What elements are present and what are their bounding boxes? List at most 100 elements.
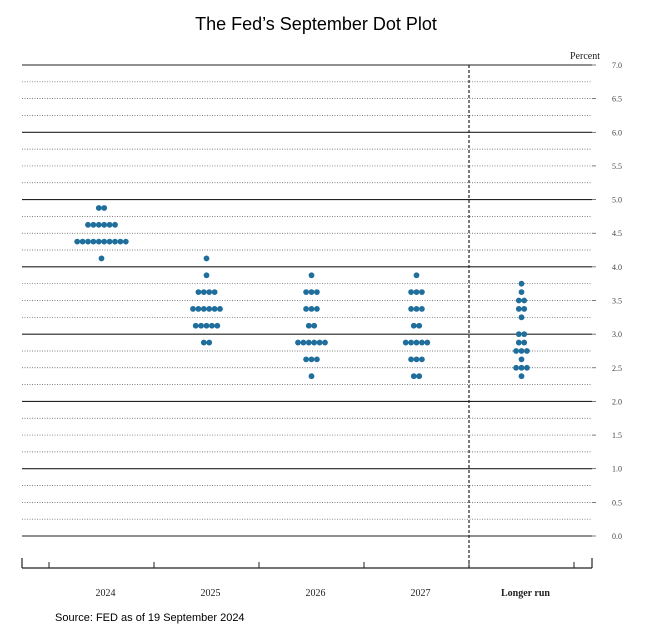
dot xyxy=(106,221,113,228)
dot xyxy=(316,339,323,346)
dot xyxy=(413,306,420,312)
y-tick-label: 3.0 xyxy=(612,330,622,339)
dot xyxy=(112,221,118,228)
dot xyxy=(413,289,420,295)
dot xyxy=(518,348,525,354)
y-tick-label: 0.0 xyxy=(612,532,622,541)
dot xyxy=(314,306,320,312)
dot xyxy=(314,289,320,295)
dot xyxy=(308,272,315,279)
dot xyxy=(303,306,309,312)
dot xyxy=(90,221,97,228)
dot xyxy=(314,356,320,363)
dot xyxy=(521,339,528,346)
chart-title: The Fed’s September Dot Plot xyxy=(195,14,437,34)
y-tick-label: 4.0 xyxy=(612,263,622,272)
dot xyxy=(209,322,215,329)
x-tick-label: 2024 xyxy=(96,588,116,599)
dot xyxy=(85,221,91,228)
y-tick-label: 1.5 xyxy=(612,431,622,440)
dot xyxy=(200,289,207,295)
dot xyxy=(117,238,124,245)
dot xyxy=(518,289,525,295)
dot xyxy=(295,339,301,346)
dot xyxy=(419,289,425,295)
dot xyxy=(195,306,202,312)
dot xyxy=(413,339,420,346)
dot xyxy=(112,238,118,245)
dot xyxy=(305,339,312,346)
dot xyxy=(521,306,528,312)
dot xyxy=(410,373,417,380)
dot xyxy=(518,280,525,287)
dot xyxy=(195,289,202,295)
dot xyxy=(206,289,213,295)
y-tick-label: 6.5 xyxy=(612,95,622,104)
y-tick-label: 7.0 xyxy=(612,61,622,70)
dot xyxy=(300,339,307,346)
dot xyxy=(408,356,414,363)
dot xyxy=(515,331,522,338)
y-tick-label: 6.0 xyxy=(612,128,622,137)
dot xyxy=(518,314,525,321)
dot xyxy=(513,364,519,371)
dot xyxy=(303,356,309,363)
dot xyxy=(416,373,423,380)
dot xyxy=(95,221,102,228)
dot xyxy=(308,306,315,312)
dot xyxy=(311,339,318,346)
y-tick-label: 4.5 xyxy=(612,229,622,238)
dot xyxy=(74,238,81,245)
dot xyxy=(85,238,91,245)
dot xyxy=(200,306,207,312)
dot xyxy=(95,238,102,245)
dot xyxy=(206,339,213,346)
dot xyxy=(518,356,525,363)
x-tick-label: 2027 xyxy=(411,588,431,599)
y-tick-label: 2.0 xyxy=(612,397,622,406)
dot xyxy=(424,339,431,346)
dot xyxy=(98,255,105,262)
dot xyxy=(106,238,113,245)
dot xyxy=(90,238,97,245)
dot xyxy=(200,339,207,346)
dot xyxy=(524,364,530,371)
dot xyxy=(515,297,522,304)
dot xyxy=(408,289,414,295)
dot xyxy=(101,221,108,228)
dot xyxy=(203,272,210,279)
dot xyxy=(305,322,312,329)
dot xyxy=(524,348,530,354)
dot xyxy=(518,373,525,380)
dot xyxy=(211,306,218,312)
dot xyxy=(419,339,425,346)
dot xyxy=(203,322,210,329)
dot xyxy=(419,356,425,363)
dot xyxy=(513,348,519,354)
y-tick-label: 2.5 xyxy=(612,364,622,373)
x-tick-label: 2026 xyxy=(306,588,326,599)
dot xyxy=(515,306,522,312)
y-tick-label: 0.5 xyxy=(612,498,622,507)
dot xyxy=(190,306,196,312)
dot xyxy=(308,289,315,295)
dot xyxy=(410,322,417,329)
dot xyxy=(413,356,420,363)
dot xyxy=(198,322,205,329)
dot xyxy=(311,322,318,329)
dot xyxy=(211,289,218,295)
dot xyxy=(521,331,528,338)
dot xyxy=(303,289,309,295)
x-tick-label: 2025 xyxy=(201,588,221,599)
dot xyxy=(515,339,522,346)
dot xyxy=(521,297,528,304)
dot xyxy=(192,322,199,329)
dot xyxy=(408,306,414,312)
x-tick-label: Longer run xyxy=(501,588,550,599)
dot xyxy=(408,339,414,346)
dot xyxy=(518,364,525,371)
dot xyxy=(79,238,86,245)
dot xyxy=(217,306,223,312)
source-note: Source: FED as of 19 September 2024 xyxy=(55,612,245,624)
